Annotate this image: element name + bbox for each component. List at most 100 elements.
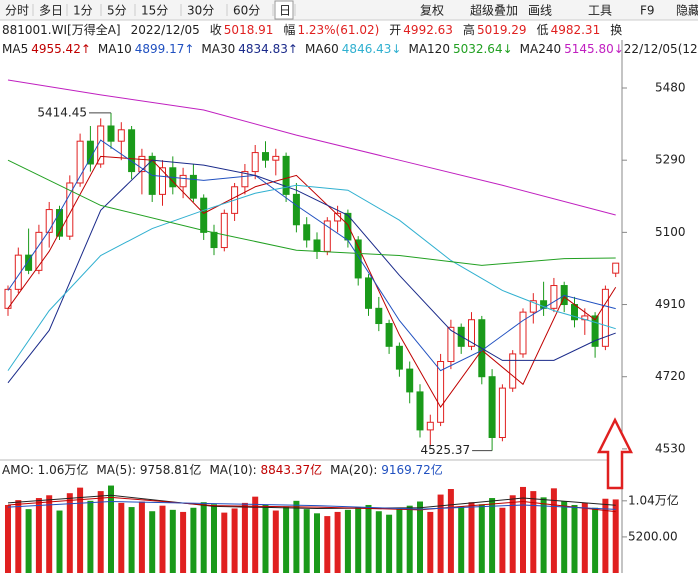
- ma-line: [7, 501, 616, 510]
- tab[interactable]: 15分: [141, 4, 168, 18]
- volume-bar: [66, 493, 73, 573]
- ma-value: 4899.17↑: [135, 42, 195, 56]
- volume-bar: [272, 510, 279, 573]
- candle-body: [86, 140, 94, 165]
- volume-label: MA(20):: [330, 463, 381, 477]
- ma-label: MA5: [2, 42, 28, 56]
- tab[interactable]: 分时: [5, 4, 29, 18]
- candle-body: [395, 345, 403, 370]
- ma-range: 22/12/05(125日): [624, 42, 698, 56]
- candle-body: [416, 391, 424, 431]
- y-tick-label: 5100: [655, 225, 686, 239]
- quote-value: 5018.91: [224, 23, 274, 37]
- candle-body: [107, 125, 115, 142]
- tool-button[interactable]: 画线: [528, 4, 552, 18]
- candle-body: [498, 387, 506, 438]
- volume-header: AMO: 1.06万亿 MA(5): 9758.81亿 MA(10): 8843.3…: [2, 462, 443, 477]
- ma-line: [7, 184, 616, 371]
- ma-line: [7, 159, 616, 266]
- candle-body: [550, 285, 558, 309]
- volume-bar: [118, 502, 125, 573]
- volume-bar: [530, 491, 537, 573]
- candle-body: [138, 155, 146, 173]
- candle-body: [292, 193, 300, 226]
- tool-button[interactable]: 隐藏: [676, 4, 698, 18]
- candle-body: [241, 171, 249, 188]
- quote-info: 881001.WI[万得全A] 2022/12/05 收 5018.91 幅 1.23%(…: [2, 22, 622, 37]
- volume-bar: [77, 487, 84, 573]
- volume-bar: [241, 502, 248, 573]
- ma-label: MA60: [305, 42, 339, 56]
- volume-bar: [375, 511, 382, 573]
- tool-button[interactable]: 工具: [588, 4, 612, 18]
- candle-body: [612, 262, 620, 274]
- volume-value: 9169.72亿: [381, 462, 443, 477]
- candle-body: [354, 239, 362, 279]
- tool-button[interactable]: 复权: [420, 4, 444, 18]
- candle-body: [509, 353, 517, 389]
- quote-value: 1.23%(61.02): [297, 23, 379, 37]
- volume-value: 1.06万亿: [38, 462, 89, 477]
- candle-body: [251, 152, 259, 173]
- candle-body: [14, 254, 22, 290]
- volume-bar: [571, 504, 578, 573]
- tab[interactable]: 30分: [187, 4, 214, 18]
- volume-bar: [211, 504, 217, 573]
- volume-bar: [149, 511, 156, 573]
- active-tab: [274, 0, 294, 20]
- quote-label: 收: [210, 23, 222, 37]
- candle-body: [406, 368, 414, 393]
- quote-value: 5019.29: [477, 23, 527, 37]
- volume-bar: [252, 496, 259, 573]
- volume-bar: [581, 502, 588, 573]
- ma-label: MA10: [98, 42, 132, 56]
- candle-body: [128, 129, 136, 173]
- tab[interactable]: 60分: [233, 4, 260, 18]
- ma-line: [7, 139, 616, 372]
- tab[interactable]: 5分: [107, 4, 127, 18]
- tool-button[interactable]: 超级叠加: [470, 3, 518, 18]
- y-tick-label: 4720: [655, 369, 686, 383]
- candle-body: [76, 140, 84, 184]
- volume-bar: [550, 488, 557, 573]
- tool-button[interactable]: F9: [640, 4, 655, 18]
- volume-value: 9758.81亿: [140, 462, 202, 477]
- candle-body: [591, 315, 599, 347]
- candle-body: [262, 152, 269, 161]
- ma-value: 4955.42↑: [31, 42, 91, 56]
- volume-bar: [612, 499, 619, 573]
- candle-body: [601, 288, 609, 347]
- candle-body: [25, 254, 33, 271]
- volume-label: MA(10):: [209, 463, 260, 477]
- candle-body: [447, 326, 455, 363]
- spacer: 2022/12/05: [131, 23, 200, 37]
- volume-bar: [417, 501, 423, 573]
- volume-label: AMO:: [2, 463, 38, 477]
- annotation: 5414.45: [37, 105, 87, 119]
- candle-body: [303, 224, 311, 241]
- volume-bar: [509, 495, 516, 573]
- ma-line: [7, 155, 617, 409]
- ma-label: MA30: [201, 42, 235, 56]
- quote-label: 低: [537, 23, 549, 37]
- tab[interactable]: 1分: [73, 4, 93, 18]
- volume-bar: [561, 501, 568, 573]
- volume-bar: [478, 504, 485, 573]
- ma-line: [7, 79, 616, 216]
- ma-label: MA240: [520, 42, 561, 56]
- volume-bar: [180, 511, 187, 573]
- volume-bar: [262, 504, 269, 573]
- volume-bar: [520, 486, 526, 573]
- y-tick-label: 1.04万亿: [628, 492, 679, 507]
- volume-bar: [386, 514, 393, 573]
- quote-value: 4992.63: [403, 23, 453, 37]
- volume-bar: [499, 507, 506, 573]
- candle-body: [179, 174, 187, 188]
- tab[interactable]: 多日: [39, 4, 63, 18]
- volume-bar: [458, 506, 465, 573]
- volume-bar: [221, 512, 228, 573]
- tab[interactable]: 日: [279, 4, 291, 18]
- volume-value: 8843.37亿: [261, 462, 323, 477]
- volume-bar: [489, 498, 496, 573]
- candle-body: [375, 307, 383, 325]
